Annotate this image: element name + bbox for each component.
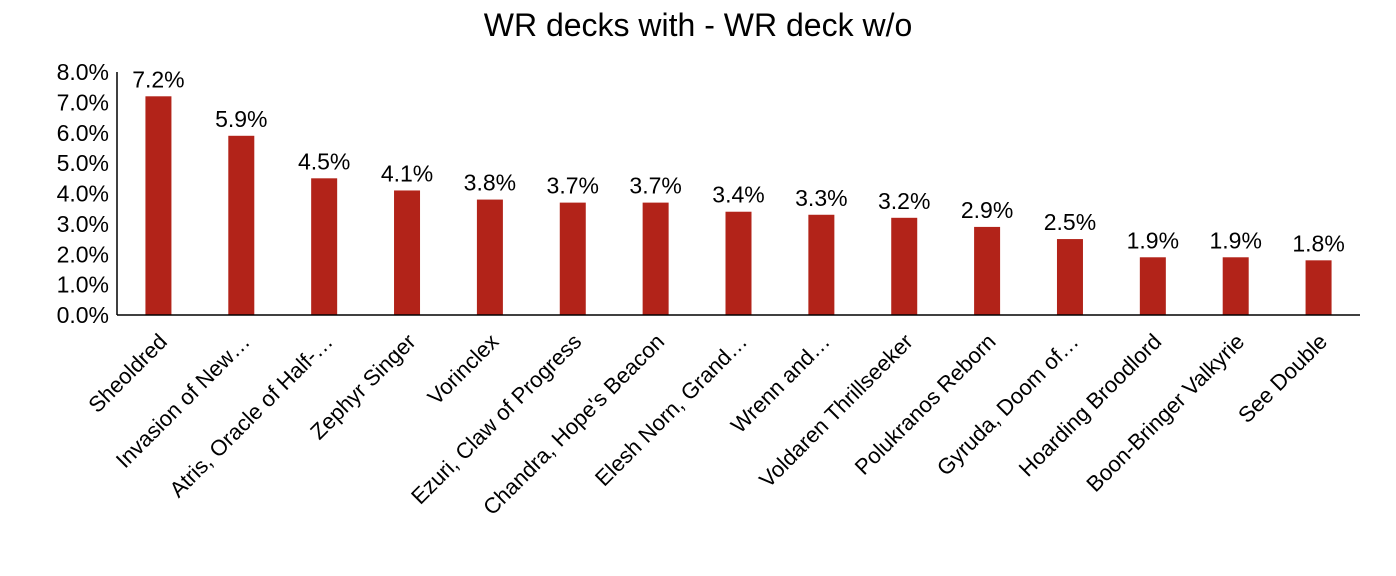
bar — [476, 199, 503, 315]
bar — [974, 226, 1001, 315]
x-tick-label: Polukranos Reborn — [850, 329, 1001, 480]
bars — [145, 96, 1332, 315]
data-label: 4.5% — [298, 148, 350, 174]
bar — [311, 178, 338, 315]
y-tick-label: 8.0% — [57, 59, 109, 85]
x-tick-label: Sheoldred — [83, 329, 172, 418]
bar — [394, 190, 421, 315]
data-labels: 7.2% 5.9% 4.5% 4.1% 3.8% 3.7% 3.7% 3.4% 3.3% 3.2%… — [132, 66, 1345, 256]
data-label: 1.8% — [1292, 230, 1344, 256]
data-label: 7.2% — [132, 66, 184, 92]
x-tick-label: Gyruda, Doom of… — [932, 329, 1084, 481]
y-tick-label: 0.0% — [57, 302, 109, 328]
chart-title: WR decks with - WR deck w/o — [484, 7, 913, 43]
y-tick-label: 7.0% — [57, 89, 109, 115]
x-tick-label: Elesh Norn, Grand… — [590, 329, 752, 491]
x-tick-label: Hoarding Broodlord — [1014, 329, 1167, 482]
y-tick-label: 5.0% — [57, 150, 109, 176]
bar — [1305, 260, 1332, 315]
bar — [642, 202, 669, 315]
y-tick-label: 4.0% — [57, 181, 109, 207]
x-tick-label: See Double — [1233, 329, 1332, 428]
bar — [1056, 239, 1083, 315]
data-label: 2.9% — [961, 197, 1013, 223]
bar — [1139, 257, 1166, 315]
data-label: 3.4% — [712, 182, 764, 208]
x-tick-label: Voldaren Thrillseeker — [754, 329, 918, 493]
x-tick-label: Ezuri, Claw of Progress — [406, 329, 586, 509]
data-label: 1.9% — [1209, 227, 1261, 253]
y-tick-label: 1.0% — [57, 272, 109, 298]
y-axis-ticks: 0.0% 1.0% 2.0% 3.0% 4.0% 5.0% 6.0% 7.0% 8.0% — [57, 59, 109, 328]
bar — [891, 217, 918, 315]
data-label: 3.2% — [878, 188, 930, 214]
data-label: 3.7% — [629, 173, 681, 199]
x-tick-label: Boon-Bringer Valkyrie — [1081, 329, 1249, 497]
bar — [145, 96, 172, 315]
y-tick-label: 6.0% — [57, 120, 109, 146]
y-tick-label: 2.0% — [57, 241, 109, 267]
y-tick-label: 3.0% — [57, 211, 109, 237]
data-label: 4.1% — [381, 160, 433, 186]
data-label: 3.8% — [464, 170, 516, 196]
data-label: 3.3% — [795, 185, 847, 211]
data-label: 5.9% — [215, 106, 267, 132]
x-tick-label: Atris, Oracle of Half-… — [164, 329, 337, 502]
bar — [808, 214, 835, 315]
bar — [725, 211, 752, 315]
bar — [228, 135, 255, 315]
x-tick-label: Vorinclex — [423, 329, 504, 410]
bar — [559, 202, 586, 315]
data-label: 1.9% — [1127, 227, 1179, 253]
data-label: 2.5% — [1044, 209, 1096, 235]
data-label: 3.7% — [547, 173, 599, 199]
bar — [1222, 257, 1249, 315]
